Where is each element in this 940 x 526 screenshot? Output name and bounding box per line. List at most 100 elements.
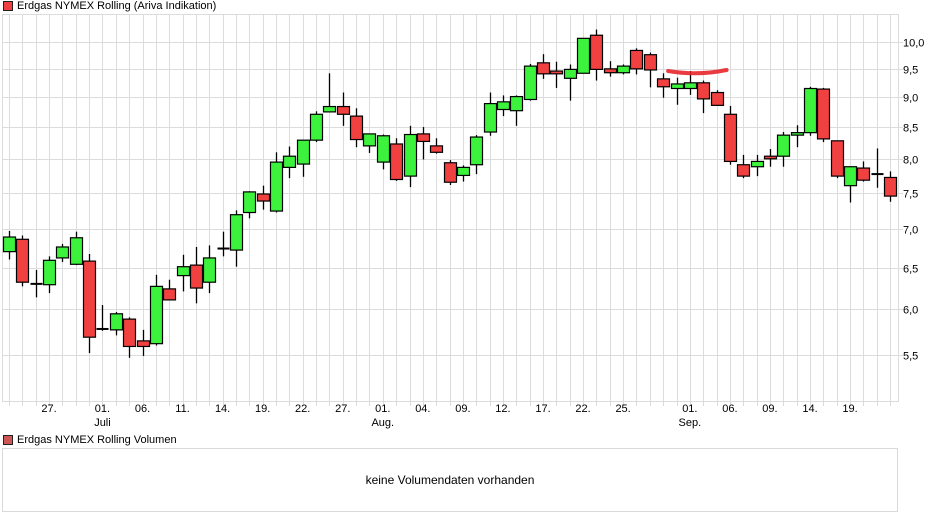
- y-tick-label: 7,0: [903, 225, 918, 237]
- annotation-line: [666, 68, 729, 76]
- candle: [403, 125, 418, 188]
- candle: [109, 312, 124, 336]
- chart-grid: [2, 14, 903, 406]
- candle: [536, 54, 551, 79]
- x-tick-label: 12.: [495, 403, 510, 415]
- volume-panel: keine Volumendaten vorhanden: [2, 448, 898, 512]
- candle: [696, 80, 711, 114]
- x-tick-label: 01.: [375, 403, 390, 415]
- x-tick-label: 09.: [762, 403, 777, 415]
- y-tick-label: 9,5: [903, 65, 918, 77]
- y-tick-label: 9,0: [903, 93, 918, 105]
- candle: [469, 135, 484, 175]
- candle: [389, 138, 404, 181]
- candles: [2, 29, 898, 358]
- candle: [2, 230, 17, 260]
- candle: [217, 231, 230, 257]
- candle: [309, 111, 324, 143]
- candle: [362, 133, 377, 153]
- candle: [589, 29, 604, 81]
- candle: [816, 87, 831, 143]
- x-tick-label: 06.: [722, 403, 737, 415]
- x-tick-label: 25.: [615, 403, 630, 415]
- candle: [871, 148, 884, 188]
- volume-legend: Erdgas NYMEX Rolling Volumen: [3, 434, 177, 446]
- candle: [282, 146, 297, 179]
- candle: [269, 152, 284, 213]
- candle: [162, 279, 177, 301]
- candle: [656, 73, 671, 98]
- legend-swatch-icon: [3, 435, 13, 445]
- candle: [30, 269, 43, 298]
- candle: [122, 317, 137, 358]
- candle: [149, 274, 164, 346]
- candle: [509, 95, 524, 126]
- candlestick-chart: 10,0 9,5 9,0 8,5 8,0 7,5 7,0 6,5 6,0 5,5 27. 01. Ju…: [2, 14, 924, 429]
- candle: [202, 245, 217, 294]
- candle: [176, 254, 191, 292]
- candle: [349, 108, 364, 148]
- y-tick-label: 6,0: [903, 305, 918, 317]
- candle: [82, 253, 97, 354]
- candle: [750, 154, 765, 177]
- x-tick-label: 27.: [335, 403, 350, 415]
- y-tick-label: 7,5: [903, 189, 918, 201]
- x-tick-label: 01.: [682, 403, 697, 415]
- x-tick-label: 14.: [215, 403, 230, 415]
- x-month-label: Juli: [94, 417, 111, 429]
- candle: [843, 166, 858, 203]
- x-tick-label: 01.: [95, 403, 110, 415]
- y-tick-label: 6,5: [903, 264, 918, 276]
- candle: [496, 95, 511, 117]
- candle: [563, 64, 578, 101]
- x-tick-label: 14.: [802, 403, 817, 415]
- candle: [643, 52, 658, 88]
- candle: [523, 63, 538, 101]
- y-axis: 10,0 9,5 9,0 8,5 8,0 7,5 7,0 6,5 6,0 5,5: [903, 38, 924, 363]
- candle: [723, 105, 738, 165]
- candle: [256, 185, 271, 210]
- candle: [776, 132, 791, 167]
- candle: [96, 305, 109, 331]
- candle: [416, 127, 431, 160]
- main-legend-label: Erdgas NYMEX Rolling (Ariva Indikation): [17, 0, 217, 12]
- candle: [603, 61, 618, 77]
- y-tick-label: 5,5: [903, 351, 918, 363]
- x-month-label: Sep.: [679, 417, 702, 429]
- candle: [55, 243, 70, 262]
- candle: [549, 61, 564, 88]
- candle: [429, 138, 444, 154]
- candle: [736, 154, 751, 179]
- y-tick-label: 8,5: [903, 123, 918, 135]
- candle: [229, 210, 244, 267]
- x-tick-label: 06.: [135, 403, 150, 415]
- x-tick-label: 04.: [415, 403, 430, 415]
- volume-legend-label: Erdgas NYMEX Rolling Volumen: [17, 434, 177, 446]
- candle: [763, 149, 778, 167]
- candle: [322, 73, 337, 113]
- x-month-label: Aug.: [371, 417, 394, 429]
- candle: [296, 139, 311, 177]
- x-tick-label: 27.: [41, 403, 56, 415]
- x-tick-label: 22.: [575, 403, 590, 415]
- candle: [443, 160, 458, 185]
- candle: [376, 134, 391, 170]
- candle: [629, 48, 644, 75]
- candle: [856, 161, 871, 182]
- candle: [189, 246, 204, 304]
- candle: [803, 86, 818, 136]
- x-tick-label: 17.: [535, 403, 550, 415]
- x-tick-label: 11.: [175, 403, 189, 415]
- y-tick-label: 8,0: [903, 155, 918, 167]
- candle: [483, 92, 498, 136]
- x-axis: 27. 01. Juli 06. 11. 14. 19. 22. 27. 01. Aug. 04. 09…: [41, 403, 857, 429]
- candle: [69, 231, 84, 266]
- candle: [576, 37, 591, 74]
- x-tick-label: 09.: [455, 403, 470, 415]
- x-tick-label: 19.: [255, 403, 270, 415]
- candle: [790, 125, 805, 148]
- legend-swatch-icon: [3, 1, 13, 11]
- candle: [456, 165, 471, 182]
- candle: [336, 92, 351, 126]
- candle: [670, 77, 685, 105]
